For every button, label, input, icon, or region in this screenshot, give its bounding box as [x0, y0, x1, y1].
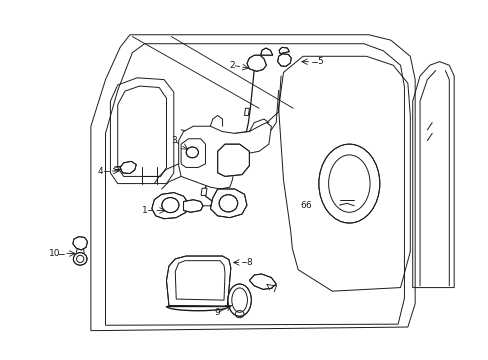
Polygon shape	[201, 188, 206, 195]
Text: 1: 1	[142, 206, 147, 215]
Polygon shape	[178, 123, 271, 189]
Polygon shape	[244, 108, 249, 116]
Polygon shape	[120, 161, 136, 174]
Text: 3: 3	[171, 136, 176, 145]
Text: 4: 4	[98, 167, 103, 176]
Text: 7: 7	[270, 285, 276, 294]
Polygon shape	[183, 200, 203, 212]
Polygon shape	[73, 237, 87, 250]
Polygon shape	[166, 256, 230, 306]
Text: 6: 6	[300, 201, 305, 210]
Polygon shape	[217, 144, 249, 176]
Polygon shape	[260, 48, 272, 55]
Text: 5: 5	[317, 57, 322, 66]
Text: 2: 2	[229, 61, 235, 70]
Polygon shape	[277, 54, 291, 66]
Ellipse shape	[162, 198, 179, 213]
Ellipse shape	[318, 144, 379, 223]
Polygon shape	[246, 55, 266, 71]
Text: 6: 6	[305, 201, 310, 210]
Text: 9: 9	[214, 308, 220, 317]
Text: 10: 10	[48, 249, 60, 258]
Text: 8: 8	[246, 258, 252, 267]
Ellipse shape	[219, 195, 237, 212]
Ellipse shape	[73, 253, 87, 265]
Polygon shape	[279, 47, 289, 54]
Polygon shape	[152, 193, 188, 219]
Polygon shape	[210, 189, 246, 218]
Ellipse shape	[227, 284, 251, 316]
Ellipse shape	[186, 147, 198, 158]
Polygon shape	[249, 274, 276, 289]
